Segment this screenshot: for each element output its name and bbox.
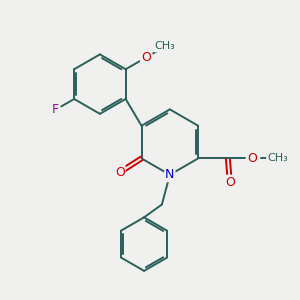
Text: O: O (225, 176, 235, 189)
Text: CH₃: CH₃ (155, 41, 176, 52)
Text: CH₃: CH₃ (267, 153, 288, 164)
Text: O: O (141, 51, 151, 64)
Text: O: O (248, 152, 258, 165)
Text: F: F (52, 103, 59, 116)
Text: N: N (165, 168, 175, 181)
Text: O: O (115, 166, 124, 179)
